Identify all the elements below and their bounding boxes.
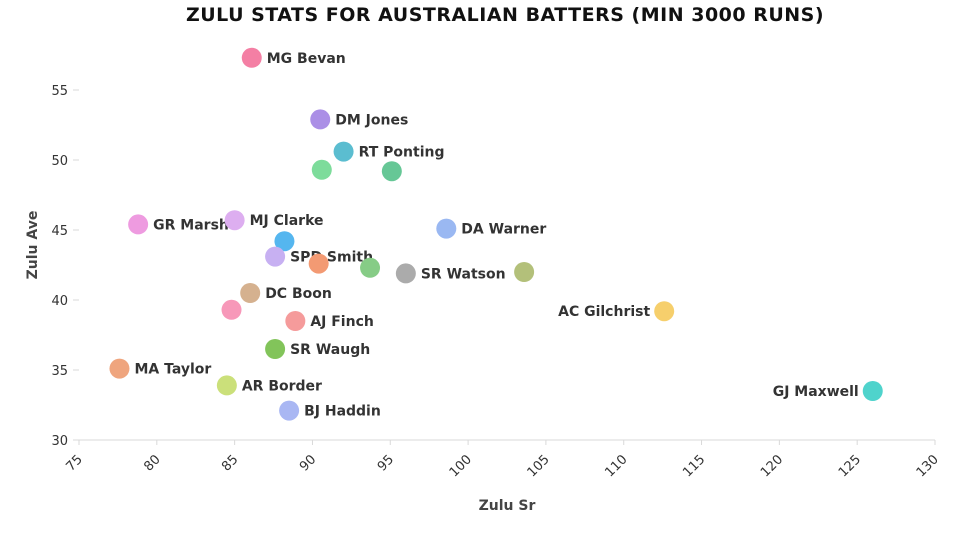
x-tick-label: 110 xyxy=(602,452,630,480)
x-tick-label: 115 xyxy=(680,452,708,480)
point-label: MJ Clarke xyxy=(250,213,324,229)
point-label: DM Jones xyxy=(335,112,408,128)
data-point xyxy=(310,109,331,130)
x-tick-label: 80 xyxy=(141,452,163,474)
data-point xyxy=(274,231,295,252)
data-point xyxy=(436,218,457,239)
chart-title: ZULU STATS FOR AUSTRALIAN BATTERS (MIN 3… xyxy=(185,4,825,26)
data-points: MG Bevan DM Jones RT Ponting GR Marsh MJ Cla… xyxy=(109,47,883,421)
x-tick-label: 95 xyxy=(375,452,397,474)
data-point xyxy=(265,246,286,267)
x-axis-label: Zulu Sr xyxy=(479,498,536,514)
x-tick-label: 105 xyxy=(525,452,553,480)
x-tick-label: 85 xyxy=(219,452,241,474)
data-point xyxy=(360,257,381,278)
point-label: DC Boon xyxy=(265,286,332,302)
data-point xyxy=(224,210,245,231)
data-point xyxy=(308,253,329,274)
x-tick-label: 125 xyxy=(836,452,864,480)
x-tick-label: 100 xyxy=(447,452,475,480)
y-tick-label: 45 xyxy=(51,224,68,239)
y-tick-label: 35 xyxy=(51,364,68,379)
y-tick-label: 55 xyxy=(51,84,68,99)
x-tick-label: 130 xyxy=(914,452,942,480)
x-tick-label: 120 xyxy=(758,452,786,480)
data-point xyxy=(241,47,262,68)
point-label: DA Warner xyxy=(461,222,546,238)
data-point xyxy=(109,358,130,379)
y-tick-label: 30 xyxy=(51,434,68,449)
data-point xyxy=(395,263,416,284)
point-label: SPD Smith xyxy=(290,250,373,266)
point-label: AC Gilchrist xyxy=(558,304,650,320)
x-axis-ticks: 75 80 85 90 95 100 105 110 115 120 125 130 xyxy=(64,440,942,480)
data-point xyxy=(311,159,332,180)
point-label: MA Taylor xyxy=(134,362,211,378)
data-point xyxy=(265,339,286,359)
data-point xyxy=(240,283,261,303)
data-point xyxy=(862,381,883,401)
data-point xyxy=(279,400,300,421)
y-tick-label: 40 xyxy=(51,294,68,309)
data-point xyxy=(216,375,237,396)
data-point xyxy=(381,161,402,182)
point-label: RT Ponting xyxy=(359,145,445,161)
y-axis-ticks: 30 35 40 45 50 55 xyxy=(51,84,79,449)
point-label: GR Marsh xyxy=(153,217,229,233)
point-label: SR Waugh xyxy=(290,342,370,358)
point-label: BJ Haddin xyxy=(304,404,381,420)
point-label: MG Bevan xyxy=(267,51,346,67)
data-point xyxy=(654,301,675,322)
data-point xyxy=(128,214,149,235)
data-point xyxy=(514,262,535,282)
y-tick-label: 50 xyxy=(51,154,68,169)
data-point xyxy=(333,141,354,162)
x-tick-label: 90 xyxy=(297,452,319,474)
point-label: AR Border xyxy=(242,378,322,394)
x-tick-label: 75 xyxy=(64,452,86,474)
point-label: GJ Maxwell xyxy=(773,384,859,400)
point-label: SR Watson xyxy=(421,266,506,282)
y-axis-label: Zulu Ave xyxy=(25,211,41,280)
point-label: AJ Finch xyxy=(310,314,374,330)
data-point xyxy=(221,299,242,320)
data-point xyxy=(285,311,306,331)
